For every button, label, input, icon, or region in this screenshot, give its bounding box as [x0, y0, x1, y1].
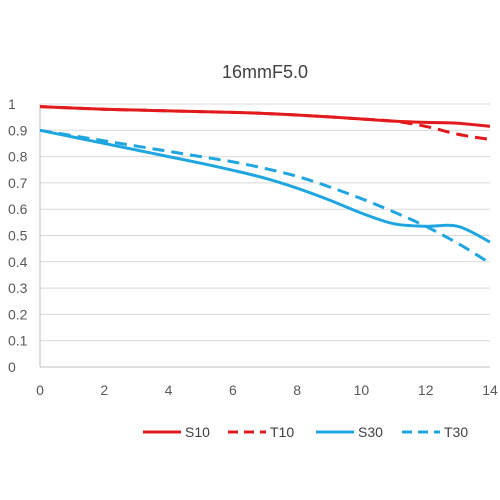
- x-tick-label: 6: [229, 382, 237, 398]
- legend-label-s10: S10: [185, 424, 210, 440]
- y-tick-label: 0.5: [8, 228, 28, 244]
- y-tick-label: 0.9: [8, 122, 28, 138]
- y-tick-label: 0.1: [8, 333, 28, 349]
- legend-label-t10: T10: [270, 424, 294, 440]
- y-tick-label: 0.2: [8, 306, 28, 322]
- y-axis-ticks: 0 0.1 0.2 0.3 0.4 0.5 0.6 0.7 0.8 0.9 1: [8, 96, 28, 375]
- x-tick-label: 2: [100, 382, 108, 398]
- y-tick-label: 1: [8, 96, 16, 112]
- y-tick-label: 0.6: [8, 201, 28, 217]
- legend-label-s30: S30: [358, 424, 383, 440]
- legend-label-t30: T30: [444, 424, 468, 440]
- y-tick-label: 0.8: [8, 149, 28, 165]
- y-tick-label: 0: [8, 359, 16, 375]
- x-axis-ticks: 0 2 4 6 8 10 12 14: [36, 382, 498, 398]
- y-tick-label: 0.7: [8, 175, 28, 191]
- y-tick-label: 0.4: [8, 254, 28, 270]
- x-tick-label: 4: [165, 382, 173, 398]
- series-lines: [39, 105, 491, 265]
- legend: S10 T10 S30 T30: [143, 424, 468, 440]
- x-tick-label: 12: [418, 382, 434, 398]
- x-tick-label: 8: [293, 382, 301, 398]
- x-tick-label: 10: [354, 382, 370, 398]
- x-tick-label: 0: [36, 382, 44, 398]
- x-tick-label: 14: [482, 382, 498, 398]
- y-tick-label: 0.3: [8, 280, 28, 296]
- chart-title: 16mmF5.0: [222, 62, 308, 82]
- series-line-t30: [39, 128, 491, 265]
- series-line-s10: [39, 105, 491, 128]
- gridlines: [39, 103, 490, 368]
- series-line-s30: [39, 128, 491, 244]
